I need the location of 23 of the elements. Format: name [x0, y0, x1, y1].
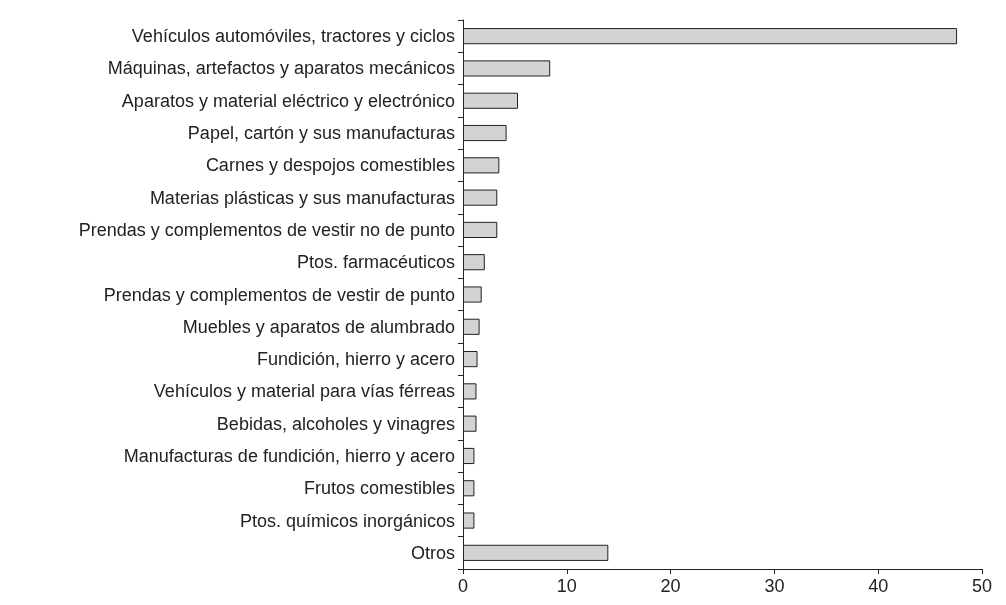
y-tick-label: Otros — [410, 542, 455, 563]
y-tick-label: Prendas y complementos de vestir de punto — [103, 284, 455, 305]
y-tick-label: Ptos. farmacéuticos — [296, 252, 455, 273]
x-tick-label: 0 — [457, 576, 469, 596]
y-tick-label: Máquinas, artefactos y aparatos mecánicos — [107, 58, 455, 79]
y-tick-label: Papel, cartón y sus manufacturas — [187, 123, 455, 144]
y-tick-label: Manufacturas de fundición, hierro y acero — [123, 445, 455, 466]
y-tick-label: Frutos comestibles — [303, 478, 455, 499]
x-tick-label: 20 — [660, 576, 681, 596]
y-tick-label: Aparatos y material eléctrico y electrónico — [121, 90, 455, 111]
y-tick-label: Prendas y complementos de vestir no de punto — [78, 219, 455, 240]
y-tick-label: Muebles y aparatos de alumbrado — [182, 316, 455, 337]
x-tick-label: 50 — [971, 576, 993, 596]
y-tick-label: Carnes y despojos comestibles — [205, 155, 455, 176]
y-tick-label: Vehículos y material para vías férreas — [153, 381, 455, 402]
y-tick-label: Materias plásticas y sus manufacturas — [149, 187, 455, 208]
y-tick-label: Fundición, hierro y acero — [256, 349, 455, 370]
x-tick-label: 10 — [556, 576, 577, 596]
y-tick-label: Ptos. químicos inorgánicos — [239, 510, 455, 531]
x-tick-label: 40 — [868, 576, 889, 596]
x-tick-label: 30 — [764, 576, 785, 596]
y-tick-label: Vehículos automóviles, tractores y ciclos — [131, 26, 455, 47]
y-tick-label: Bebidas, alcoholes y vinagres — [216, 413, 455, 434]
